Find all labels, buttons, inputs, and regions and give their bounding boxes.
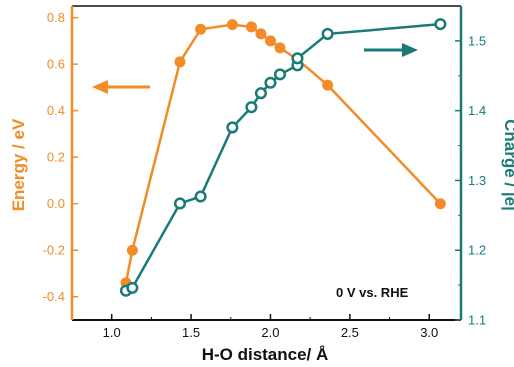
charge-point bbox=[264, 76, 277, 89]
y-tick-label-right: 1.4 bbox=[468, 103, 486, 118]
energy-line bbox=[124, 23, 442, 284]
charge-point bbox=[273, 68, 287, 81]
energy-point bbox=[255, 28, 267, 40]
x-tick-label: 1.0 bbox=[103, 325, 121, 340]
y-tick-label-right: 1.2 bbox=[468, 243, 486, 258]
energy-point bbox=[274, 42, 286, 54]
plot-axes bbox=[70, 5, 463, 321]
x-tick-label: 2.5 bbox=[341, 325, 359, 340]
x-axis-label: H-O distance/ Å bbox=[202, 345, 329, 364]
y-tick-label-right: 1.5 bbox=[468, 33, 486, 48]
axis-ticks: 1.0 1.5 2.0 2.5 3.0 -0.4 -0.2 0.0 0.2 0.4 0.6 0.8 1.… bbox=[43, 10, 486, 340]
y-tick-label-left: -0.4 bbox=[43, 289, 65, 304]
charge-point bbox=[194, 190, 207, 203]
charge-series bbox=[119, 18, 447, 297]
x-tick-label: 3.0 bbox=[420, 325, 438, 340]
x-tick-label: 1.5 bbox=[182, 325, 200, 340]
charge-point bbox=[226, 121, 239, 134]
y-axis-label-left: Energy / eV bbox=[9, 118, 28, 211]
energy-point bbox=[174, 56, 186, 68]
charge-point bbox=[173, 197, 187, 210]
energy-point bbox=[322, 79, 334, 91]
y-tick-label-left: 0.6 bbox=[47, 57, 65, 72]
left-arrow-icon bbox=[92, 80, 150, 94]
right-arrow-icon bbox=[364, 43, 418, 57]
y-axis-label-right: Charge / |e| bbox=[501, 119, 514, 211]
chart-annotation: 0 V vs. RHE bbox=[336, 285, 409, 300]
energy-series bbox=[120, 19, 446, 289]
charge-point bbox=[126, 281, 139, 294]
y-tick-label-left: 0.0 bbox=[47, 196, 65, 211]
energy-point bbox=[126, 244, 138, 256]
charge-point bbox=[254, 87, 267, 100]
charge-line bbox=[125, 22, 441, 292]
y-tick-label-right: 1.1 bbox=[468, 313, 486, 328]
energy-point bbox=[264, 35, 276, 47]
x-tick-label: 2.0 bbox=[261, 325, 279, 340]
y-tick-label-left: 0.4 bbox=[47, 103, 65, 118]
energy-point bbox=[245, 21, 257, 33]
y-tick-label-left: 0.8 bbox=[47, 10, 65, 25]
energy-point bbox=[226, 19, 238, 31]
charge-point bbox=[245, 101, 258, 114]
y-tick-label-left: 0.2 bbox=[47, 150, 65, 165]
charge-point bbox=[291, 52, 304, 65]
y-tick-label-left: -0.2 bbox=[43, 243, 65, 258]
charge-point bbox=[321, 27, 334, 40]
charge-point bbox=[434, 18, 447, 31]
energy-point bbox=[434, 198, 446, 210]
y-tick-label-right: 1.3 bbox=[468, 173, 486, 188]
energy-point bbox=[195, 23, 207, 35]
